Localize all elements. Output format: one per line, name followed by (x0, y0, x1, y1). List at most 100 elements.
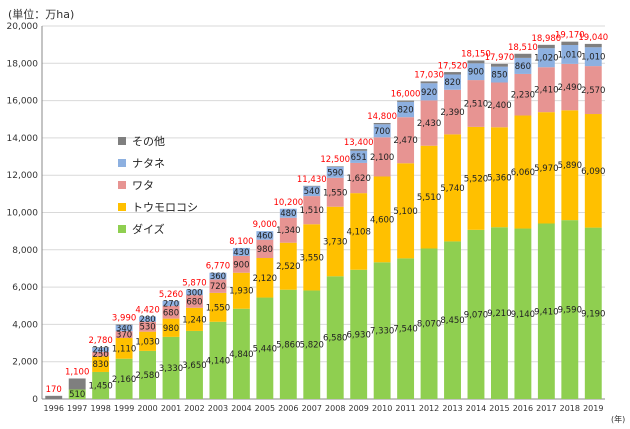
data-label: 2,400 (487, 101, 511, 111)
data-label: 3,650 (182, 361, 206, 371)
bar-segment (68, 389, 86, 399)
bar-segment (326, 177, 344, 207)
y-tick-label: 16,000 (7, 97, 39, 107)
total-label: 5,260 (159, 290, 183, 300)
data-label: 480 (280, 209, 296, 219)
data-label: 2,510 (464, 99, 488, 109)
data-label: 980 (163, 324, 179, 334)
x-tick-label: 2008 (325, 404, 345, 413)
data-label: 1,010 (581, 53, 605, 63)
bar-segment (561, 110, 579, 221)
bar-segment (350, 149, 368, 151)
bar-segment (373, 122, 391, 125)
data-label: 9,070 (464, 310, 488, 320)
bar-segment (444, 74, 461, 90)
legend-label: トウモロコシ (132, 201, 198, 214)
bar-segment (584, 227, 602, 399)
legend-swatch (118, 137, 126, 145)
x-tick-label: 2017 (536, 404, 556, 413)
data-label: 1,020 (534, 54, 558, 64)
bar-segment (350, 193, 368, 270)
legend-label: ワタ (132, 179, 154, 192)
bar-segment (139, 321, 157, 332)
data-label: 5,100 (393, 207, 417, 217)
y-tick-label: 18,000 (7, 59, 39, 69)
data-label: 530 (139, 323, 155, 333)
bar-segment (514, 73, 532, 116)
bar-segment (373, 124, 391, 138)
bar-segment (350, 150, 368, 163)
bar-segment (92, 351, 110, 357)
bar-segment (92, 371, 110, 399)
bar-segment (303, 196, 321, 225)
data-label: 2,120 (253, 274, 277, 284)
data-label: 900 (468, 68, 484, 78)
data-label: 680 (163, 308, 179, 318)
x-tick-label: 2014 (466, 404, 486, 413)
total-label: 16,000 (391, 90, 421, 100)
bar-segment (561, 63, 579, 111)
total-label: 19,040 (578, 33, 608, 43)
y-tick-label: 6,000 (12, 283, 38, 293)
y-tick-label: 10,000 (7, 209, 39, 219)
x-tick-label: 2000 (137, 404, 157, 413)
x-tick-label: 2005 (255, 404, 275, 413)
data-label: 5,740 (440, 184, 464, 194)
data-label: 1,030 (135, 337, 159, 347)
bar-segment (584, 47, 602, 67)
x-tick-label: 1999 (114, 404, 134, 413)
total-label: 4,420 (135, 306, 159, 316)
bar-segment (139, 350, 157, 399)
bar-segment (115, 358, 133, 399)
x-tick-label: 2009 (349, 404, 369, 413)
data-label: 5,440 (253, 344, 277, 354)
bar-segment (514, 228, 532, 399)
bar-segment (232, 272, 250, 309)
data-label: 4,840 (229, 350, 253, 360)
x-tick-label: 1998 (90, 404, 110, 413)
data-label: 820 (397, 106, 413, 116)
total-label: 18,980 (531, 34, 561, 44)
bar-segment (232, 255, 250, 273)
data-label: 9,140 (511, 310, 535, 320)
bar-segment (92, 347, 110, 352)
bar-segment (373, 262, 391, 399)
data-label: 6,060 (511, 168, 535, 178)
bar-segment (162, 336, 180, 399)
data-label: 5,510 (417, 193, 441, 203)
data-label: 2,470 (393, 136, 417, 146)
bar-segment (92, 356, 110, 372)
data-label: 2,390 (440, 108, 464, 118)
data-label: 900 (233, 260, 249, 270)
bar-segment (490, 82, 508, 128)
bar-segment (373, 176, 391, 263)
bar-segment (326, 166, 344, 167)
data-label: 1,450 (88, 381, 112, 391)
data-label: 6,930 (347, 330, 371, 340)
data-label: 6,580 (323, 334, 347, 344)
bar-segment (420, 145, 438, 249)
bar-segment (397, 117, 415, 164)
y-tick-label: 2,000 (12, 358, 38, 368)
x-tick-label: 2012 (419, 404, 439, 413)
bar-segment (186, 295, 203, 308)
legend-label: ナタネ (132, 157, 165, 170)
legend-item: ダイズ (118, 218, 198, 240)
y-tick-label: 0 (32, 395, 38, 405)
data-label: 8,070 (417, 320, 441, 330)
bar-segment (584, 43, 602, 48)
chart-legend: その他 ナタネ ワタ トウモロコシ ダイズ (118, 130, 198, 240)
total-label: 10,200 (273, 198, 303, 208)
bar-segment (561, 45, 579, 64)
data-label: 830 (93, 360, 109, 370)
legend-swatch (118, 159, 126, 167)
bar-segment (467, 229, 485, 399)
bar-segment (279, 217, 297, 243)
data-label: 850 (491, 71, 507, 81)
bar-segment (256, 297, 274, 399)
bar-segment (420, 100, 438, 146)
data-label: 700 (374, 127, 390, 137)
data-label: 5,360 (487, 173, 511, 183)
bar-segment (279, 208, 297, 218)
data-label: 3,550 (300, 253, 324, 263)
